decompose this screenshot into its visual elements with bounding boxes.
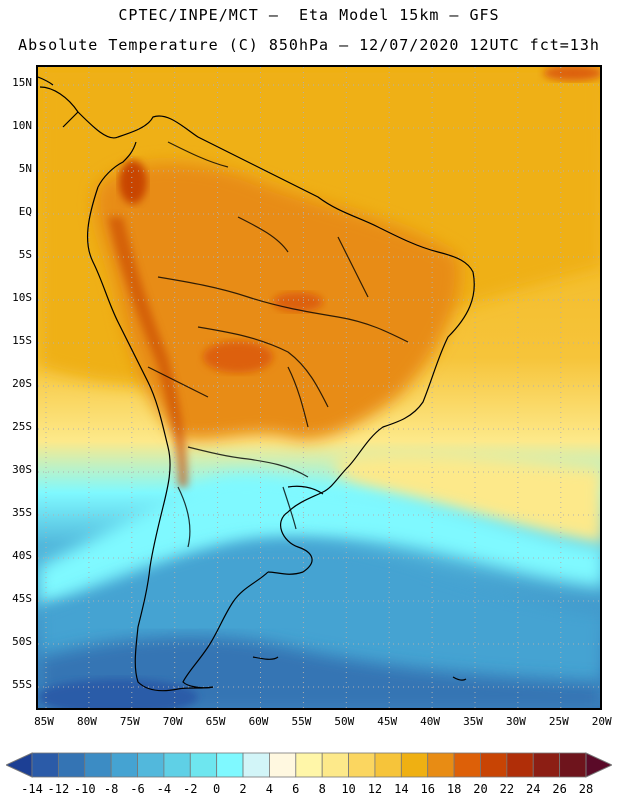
- coastlines: [38, 76, 475, 692]
- cold-front-band: [38, 474, 600, 607]
- legend-value-label: -6: [130, 782, 145, 796]
- legend-value-label: 14: [394, 782, 409, 796]
- legend-value-label: 16: [420, 782, 435, 796]
- legend-value-label: 26: [552, 782, 567, 796]
- legend-color-swatch: [163, 752, 191, 778]
- legend-underflow-arrow: [6, 752, 33, 778]
- legend-value-label: 8: [318, 782, 326, 796]
- legend-value-label: 22: [499, 782, 515, 796]
- lat-label: 50S: [12, 635, 32, 648]
- lon-label: 70W: [162, 715, 183, 728]
- legend-color-swatch: [110, 752, 138, 778]
- lat-label: 30S: [12, 463, 32, 476]
- legend-value-label: 4: [265, 782, 274, 796]
- lat-label: 25S: [12, 420, 32, 433]
- lat-label: 35S: [12, 506, 32, 519]
- legend-color-swatch: [480, 752, 508, 778]
- legend-value-label: 20: [473, 782, 488, 796]
- legend-value-label: 2: [239, 782, 247, 796]
- legend-color-swatch: [532, 752, 561, 778]
- lat-label: 15N: [12, 76, 32, 89]
- legend-color-swatch: [216, 752, 244, 778]
- legend-color-swatch: [400, 752, 429, 778]
- lat-label: 20S: [12, 377, 32, 390]
- lon-label: 75W: [119, 715, 140, 728]
- legend-value-label: 6: [292, 782, 300, 796]
- legend-color-swatch: [348, 752, 376, 778]
- legend-color-swatch: [57, 752, 86, 778]
- legend-value-label: -12: [47, 782, 70, 796]
- lon-label: 65W: [205, 715, 226, 728]
- legend-value-label: -14: [21, 782, 43, 796]
- hot-spot: [273, 292, 323, 312]
- legend-color-swatch: [31, 752, 59, 778]
- legend-color-swatch: [559, 752, 587, 778]
- lat-label: 55S: [12, 678, 32, 691]
- lon-label: 40W: [420, 715, 441, 728]
- legend-value-label: 10: [341, 782, 356, 796]
- legend-color-swatch: [269, 752, 297, 778]
- legend-color-swatch: [506, 752, 534, 778]
- lat-label: 10N: [12, 119, 32, 132]
- legend-value-label: 18: [446, 782, 462, 796]
- hot-spot: [203, 341, 273, 373]
- lat-label: 15S: [12, 334, 32, 347]
- legend-color-swatch: [242, 752, 270, 778]
- legend-value-label: -10: [73, 782, 96, 796]
- lon-label: 25W: [548, 715, 569, 728]
- temperature-field: [38, 67, 600, 708]
- lon-label: 55W: [291, 715, 312, 728]
- legend-value-label: -8: [103, 782, 119, 796]
- legend-color-swatch: [84, 752, 112, 778]
- lat-label: 45S: [12, 592, 32, 605]
- legend-color-swatch: [427, 752, 455, 778]
- temperature-map: [36, 65, 602, 710]
- lon-label: 45W: [377, 715, 398, 728]
- legend-color-swatch: [374, 752, 402, 778]
- lat-label: 40S: [12, 549, 32, 562]
- legend-value-label: 0: [213, 782, 221, 796]
- lon-label: 50W: [334, 715, 355, 728]
- atlantic-mild-band: [336, 452, 600, 547]
- map-subtitle: Absolute Temperature (C) 850hPa – 12/07/…: [18, 36, 600, 54]
- color-legend-bar: [6, 752, 612, 778]
- lat-label: 5N: [18, 162, 32, 175]
- lon-label: 60W: [248, 715, 269, 728]
- legend-color-swatch: [189, 752, 218, 778]
- lat-label: 10S: [12, 291, 32, 304]
- lon-label: 85W: [34, 715, 54, 728]
- legend-color-swatch: [321, 752, 349, 778]
- lon-label: 80W: [76, 715, 97, 728]
- legend-value-label: 12: [367, 782, 383, 796]
- andes-warm-ridge: [108, 217, 188, 487]
- hot-spot: [119, 160, 147, 204]
- hot-spot: [543, 67, 600, 81]
- legend-value-label: 24: [526, 782, 541, 796]
- lat-label: EQ: [18, 205, 32, 218]
- cold-spot: [38, 679, 198, 708]
- legend-value-label: -4: [156, 782, 172, 796]
- legend-value-label: 28: [578, 782, 594, 796]
- legend-color-swatch: [295, 752, 323, 778]
- lon-label: 30W: [505, 715, 526, 728]
- legend-value-label: -2: [183, 782, 198, 796]
- lon-label: 35W: [463, 715, 483, 728]
- legend-overflow-arrow: [585, 752, 612, 778]
- lon-label: 20W: [591, 715, 612, 728]
- lat-label: 5S: [18, 248, 32, 261]
- legend-color-swatch: [137, 752, 165, 778]
- legend-color-swatch: [453, 752, 481, 778]
- map-title: CPTEC/INPE/MCT – Eta Model 15km – GFS: [118, 6, 500, 24]
